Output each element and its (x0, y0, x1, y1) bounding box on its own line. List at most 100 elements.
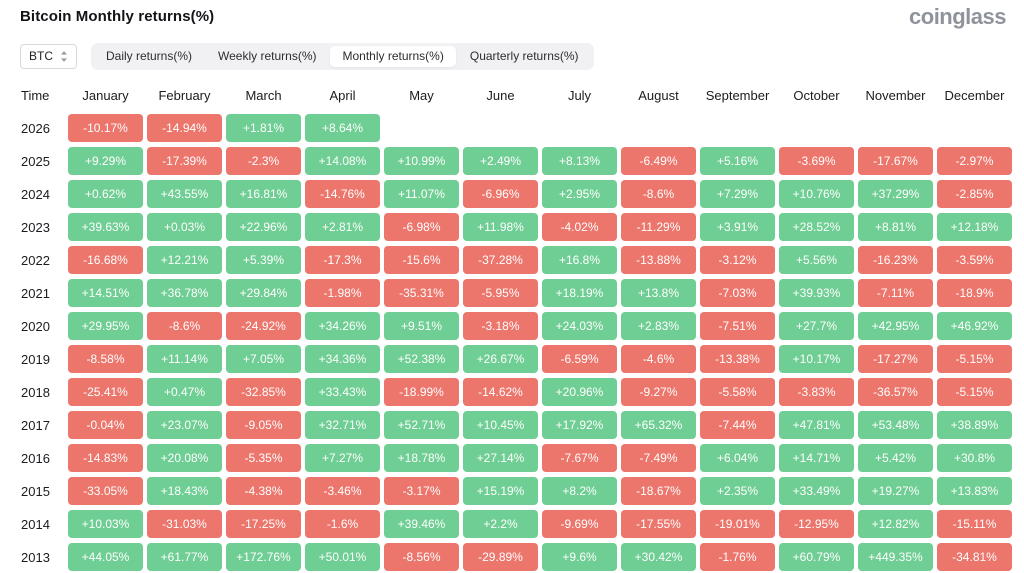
column-header: November (865, 88, 926, 103)
symbol-select-value: BTC (29, 49, 53, 63)
return-cell: +60.79% (779, 543, 854, 571)
page-title: Bitcoin Monthly returns(%) (20, 8, 215, 25)
tab-daily[interactable]: Daily returns(%) (106, 48, 193, 63)
return-cell: +5.16% (700, 147, 775, 175)
return-cell: +8.13% (542, 147, 617, 175)
return-cell: -16.23% (858, 246, 933, 274)
return-cell: +11.98% (463, 213, 538, 241)
return-cell: +26.67% (463, 345, 538, 373)
return-cell: +30.8% (937, 444, 1012, 472)
return-cell: -6.59% (542, 345, 617, 373)
row-year: 2024 (21, 186, 50, 202)
return-cell: +33.43% (305, 378, 380, 406)
return-cell: -6.96% (463, 180, 538, 208)
row-year: 2025 (21, 153, 50, 169)
empty-cell (621, 114, 696, 142)
tab-weekly[interactable]: Weekly returns(%) (218, 48, 317, 63)
return-cell: +14.51% (68, 279, 143, 307)
row-year: 2014 (21, 516, 50, 532)
return-cell: +10.99% (384, 147, 459, 175)
return-cell: -8.6% (621, 180, 696, 208)
return-cell: +12.82% (858, 510, 933, 538)
return-cell: +37.29% (858, 180, 933, 208)
return-cell: +2.2% (463, 510, 538, 538)
return-cell: -3.46% (305, 477, 380, 505)
column-header: October (793, 88, 840, 103)
column-header: May (409, 88, 434, 103)
row-year: 2019 (21, 351, 50, 367)
return-cell: -6.49% (621, 147, 696, 175)
return-cell: -7.11% (858, 279, 933, 307)
return-cell: +16.8% (542, 246, 617, 274)
return-cell: +39.46% (384, 510, 459, 538)
return-cell: -7.49% (621, 444, 696, 472)
return-cell: -29.89% (463, 543, 538, 571)
return-cell: -17.55% (621, 510, 696, 538)
return-cell: +2.81% (305, 213, 380, 241)
return-cell: -35.31% (384, 279, 459, 307)
return-cell: -14.76% (305, 180, 380, 208)
return-cell: +29.84% (226, 279, 301, 307)
return-cell: +14.71% (779, 444, 854, 472)
return-cell: +12.18% (937, 213, 1012, 241)
return-cell: +172.76% (226, 543, 301, 571)
topbar: Bitcoin Monthly returns(%) coinglass (0, 0, 1024, 28)
return-cell: -18.9% (937, 279, 1012, 307)
return-cell: +65.32% (621, 411, 696, 439)
return-cell: +2.83% (621, 312, 696, 340)
return-cell: -3.69% (779, 147, 854, 175)
row-year: 2026 (21, 120, 50, 136)
return-cell: +30.42% (621, 543, 696, 571)
return-cell: -5.95% (463, 279, 538, 307)
return-cell: +42.95% (858, 312, 933, 340)
return-cell: +27.7% (779, 312, 854, 340)
symbol-select[interactable]: BTC (20, 43, 77, 69)
return-cell: +0.03% (147, 213, 222, 241)
return-cell: -8.6% (147, 312, 222, 340)
return-cell: -1.6% (305, 510, 380, 538)
returns-table: Time January February March April May June July… (20, 84, 1012, 571)
return-cell: -3.59% (937, 246, 1012, 274)
return-cell: +10.03% (68, 510, 143, 538)
return-cell: +5.56% (779, 246, 854, 274)
return-cell: -13.88% (621, 246, 696, 274)
return-cell: +2.95% (542, 180, 617, 208)
return-cell: +0.62% (68, 180, 143, 208)
return-cell: -18.99% (384, 378, 459, 406)
return-cell: +18.78% (384, 444, 459, 472)
row-year: 2020 (21, 318, 50, 334)
tab-monthly[interactable]: Monthly returns(%) (330, 45, 456, 67)
return-cell: +449.35% (858, 543, 933, 571)
return-cell: +13.8% (621, 279, 696, 307)
return-cell: -0.04% (68, 411, 143, 439)
return-cell: +9.51% (384, 312, 459, 340)
return-cell: +22.96% (226, 213, 301, 241)
return-cell: -15.11% (937, 510, 1012, 538)
returns-tabbar: Daily returns(%) Weekly returns(%) Monthly… (91, 42, 594, 70)
return-cell: +6.04% (700, 444, 775, 472)
return-cell: -2.97% (937, 147, 1012, 175)
return-cell: -1.76% (700, 543, 775, 571)
return-cell: +3.91% (700, 213, 775, 241)
return-cell: +9.29% (68, 147, 143, 175)
return-cell: +39.63% (68, 213, 143, 241)
return-cell: +8.81% (858, 213, 933, 241)
return-cell: +13.83% (937, 477, 1012, 505)
return-cell: -18.67% (621, 477, 696, 505)
return-cell: +0.47% (147, 378, 222, 406)
return-cell: -34.81% (937, 543, 1012, 571)
return-cell: -9.69% (542, 510, 617, 538)
return-cell: +5.42% (858, 444, 933, 472)
tab-quarterly[interactable]: Quarterly returns(%) (469, 48, 579, 63)
return-cell: +12.21% (147, 246, 222, 274)
return-cell: -25.41% (68, 378, 143, 406)
return-cell: -11.29% (621, 213, 696, 241)
row-year: 2015 (21, 483, 50, 499)
return-cell: -8.58% (68, 345, 143, 373)
return-cell: -9.27% (621, 378, 696, 406)
return-cell: -14.94% (147, 114, 222, 142)
return-cell: -9.05% (226, 411, 301, 439)
return-cell: +29.95% (68, 312, 143, 340)
return-cell: +47.81% (779, 411, 854, 439)
